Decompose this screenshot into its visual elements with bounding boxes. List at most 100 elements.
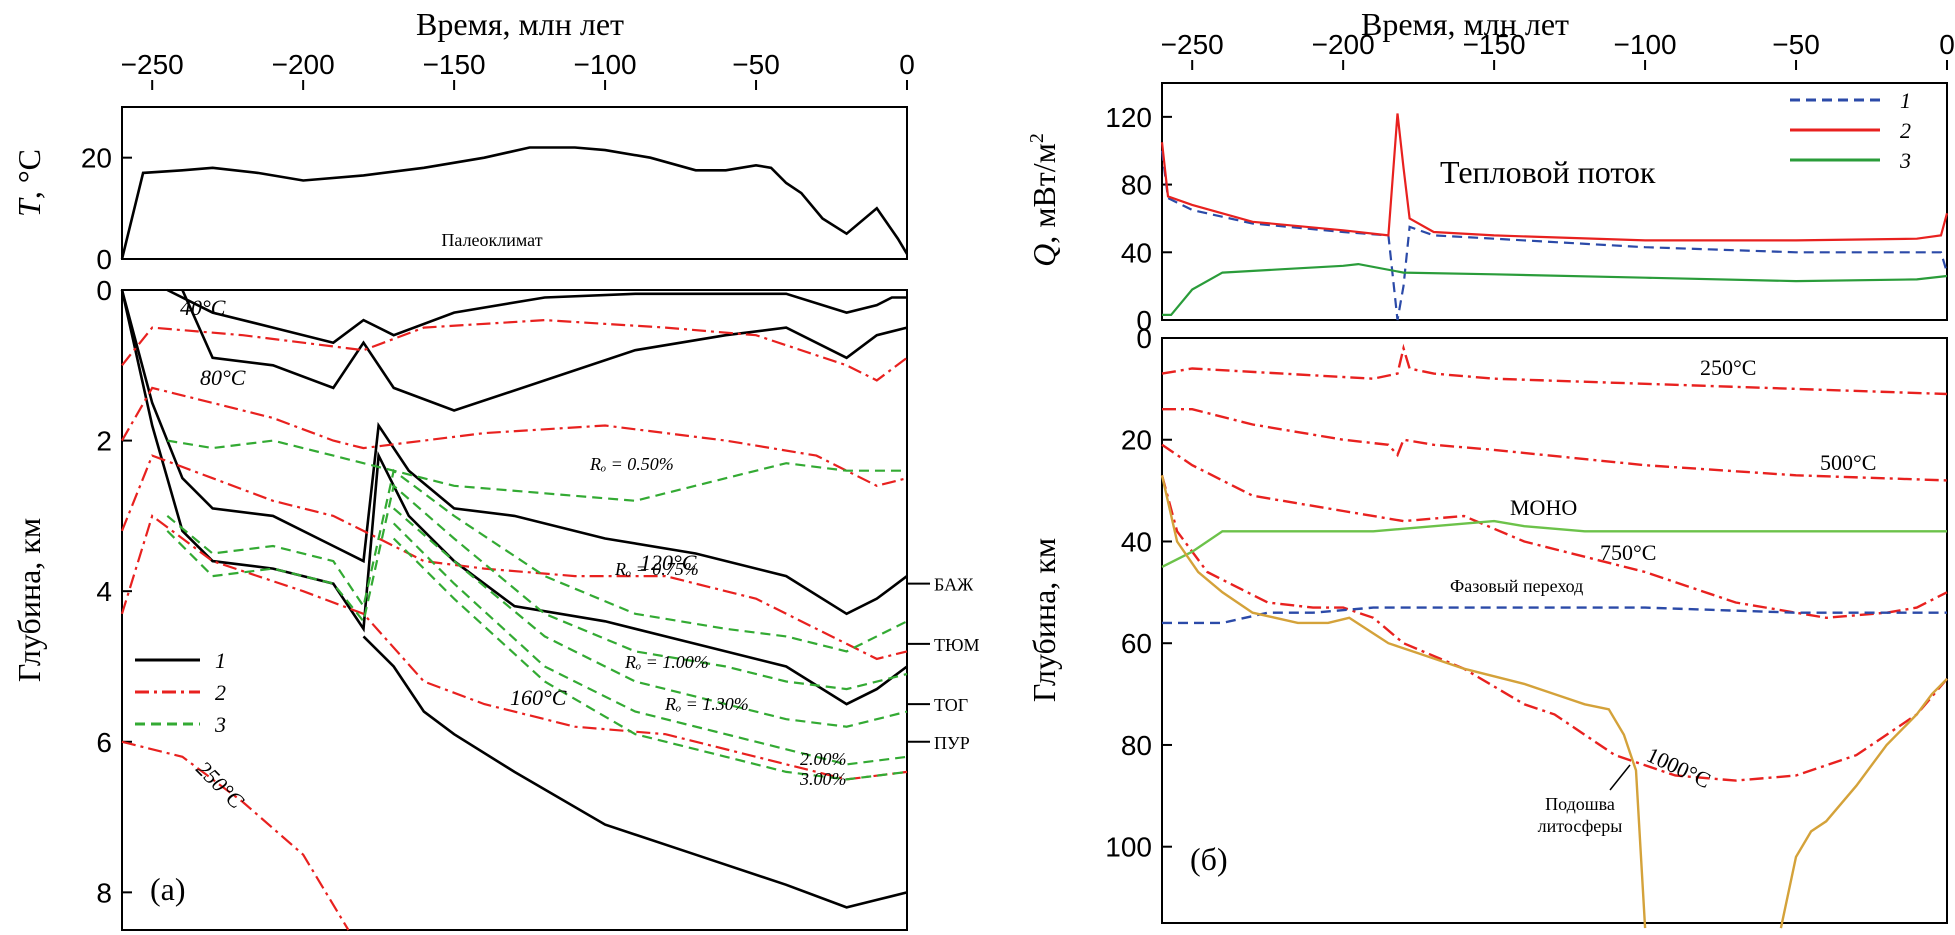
panel-a-series-2-curve-0: [121, 318, 908, 382]
panel-a-annotation: 2.00%: [800, 749, 847, 769]
panel-b-main-ylabel: Глубина, км: [1026, 538, 1062, 702]
panel-b-main-ytick-label: 0: [1136, 323, 1152, 354]
panel-b-main-ytick-label: 80: [1121, 730, 1152, 761]
panel-a-annotation: 40°C: [180, 295, 226, 320]
panel-b-main-ytick-label: 60: [1121, 628, 1152, 659]
panel-a-main-frame: [121, 289, 908, 931]
panel-b-main-ytick-label: 40: [1121, 526, 1152, 557]
panel-b-annotation: 750°C: [1600, 540, 1656, 565]
panel-b-series-1: [1162, 408, 1948, 482]
panel-a-top-title: Время, млн лет: [416, 6, 624, 42]
paleoclimate-label: Палеоклимат: [441, 230, 542, 250]
panel-a-series-2-curve-2: [120, 454, 908, 661]
panel-a-series-1-curve-4: [362, 635, 908, 909]
panel-b-top-ytick-label: 40: [1121, 237, 1152, 268]
legend-label-1: 1: [215, 648, 226, 673]
panel-b-annotation: 1000°C: [1643, 742, 1715, 793]
panel-b-main-frame: [1161, 337, 1948, 924]
legend-label-2: 2: [215, 680, 226, 705]
panel-a-top-ytick-label: 20: [81, 143, 112, 174]
panel-b-series-5: [1162, 606, 1947, 625]
panel-b-main: 0 20 40 60 80 100 Глубина, км 250°C 500°C МОНО 7…: [1026, 323, 1948, 929]
series-2-line-0: [1160, 113, 1949, 242]
panel-a-annotation: Rₒ = 0.75%: [614, 559, 699, 579]
panel-b-top-xtick-label: −100: [1614, 29, 1677, 60]
panel-b-annotation: МОНО: [1510, 495, 1577, 520]
panel-a-top-xtick-label: −200: [272, 49, 335, 80]
panel-a-series-3-curve-0: [167, 439, 907, 502]
panel-a-annotation: 160°C: [510, 685, 567, 710]
panel-b-main-ytick-label: 20: [1121, 425, 1152, 456]
panel-a-series-1-curve-1: [181, 289, 908, 412]
panel-a-annotation: 250°C: [191, 756, 249, 814]
panel-a-top-frame: [121, 106, 908, 260]
panel-b-series-7: [1779, 677, 1948, 929]
panel-a-main: 0 2 4 6 8 Глубина, км 40°C 80°C 120°C 160°C 250°…: [11, 275, 980, 931]
panel-a-main-ytick-label: 4: [96, 576, 112, 607]
panel-a-series-3-curve-2: [166, 483, 908, 691]
panel-b-annotation: 500°C: [1820, 450, 1876, 475]
panel-a-series-3-curve-4: [392, 522, 908, 766]
panel-a-main-ytick-label: 6: [96, 727, 112, 758]
panel-a-annotation: 3.00%: [799, 769, 847, 789]
panel-b-top-xtick-label: −200: [1312, 29, 1375, 60]
panel-a-main-ytick-label: 0: [96, 275, 112, 306]
panel-b-top-title: Время, млн лет: [1361, 6, 1569, 42]
panel-b-top-xtick-label: −50: [1772, 29, 1820, 60]
panel-b-top-frame: [1161, 82, 1948, 321]
panel-a-annotation: 120°C: [640, 550, 697, 575]
panel-b-main-ytick-label: 100: [1105, 832, 1152, 863]
panel-a-top-ylabel: T, °C: [11, 149, 47, 217]
panel-a-top-xtick-label: 0: [899, 49, 915, 80]
panel-b-series-6: [1160, 475, 1647, 929]
panel-a-series-2-curve-3: [120, 514, 908, 781]
panel-a-series-1-curve-2: [120, 289, 908, 616]
panel-a-series-2-curve-1: [121, 386, 908, 487]
panel-a-top-ytick-label: 0: [96, 244, 112, 275]
lithosphere-pointer: [1609, 764, 1631, 791]
panel-b-top-xtick-label: −150: [1463, 29, 1526, 60]
panel-a-annotation: Rₒ = 0.50%: [589, 454, 674, 474]
horizon-label: БАЖ: [934, 575, 974, 595]
panel-a-top-xtick-label: −250: [121, 49, 184, 80]
panel-b-series-3: [1160, 474, 1948, 782]
panel-b-legend: 1 2 3: [1790, 88, 1911, 173]
legend-label-1: 1: [1900, 88, 1911, 113]
legend-label-2: 2: [1900, 118, 1911, 143]
panel-a-series-2-curve-4: [121, 740, 350, 931]
panel-b-annotation: Фазовый переход: [1450, 576, 1583, 596]
panel-b-series-2: [1161, 443, 1948, 620]
panel-b-top-xtick-label: 0: [1939, 29, 1955, 60]
horizon-label: ТОГ: [934, 695, 968, 715]
panel-a-top-xtick-label: −50: [732, 49, 780, 80]
panel-a-top: Время, млн лет −250 −200 −150 −100 −50 0 020 …: [11, 6, 915, 275]
panel-b-top-ytick-label: 80: [1121, 170, 1152, 201]
series-paleoclimate-line-0: [120, 146, 909, 260]
panel-b-top-xtick-label: −250: [1161, 29, 1224, 60]
panel-a-main-ytick-label: 2: [96, 426, 112, 457]
panel-a-annotation: Rₒ = 1.30%: [664, 694, 749, 714]
heat-flow-label: Тепловой поток: [1440, 154, 1656, 190]
panel-a-top-xtick-label: −150: [423, 49, 486, 80]
panel-b-series-0: [1161, 343, 1948, 396]
panel-a-label: (а): [150, 871, 186, 907]
legend-label-3: 3: [214, 712, 226, 737]
panel-a-series-3-curve-1: [166, 468, 908, 653]
panel-b-top: Время, млн лет −250 −200 −150 −100 −50 0 0 40 8…: [1026, 6, 1955, 336]
legend-label-3: 3: [1899, 148, 1911, 173]
horizon-label: ПУР: [934, 733, 970, 753]
panel-a-annotation: 80°C: [200, 365, 246, 390]
panel-a-series-1-curve-0: [166, 288, 907, 345]
panel-a-series-1-curve-3: [120, 289, 908, 706]
horizon-label: ТЮМ: [934, 635, 980, 655]
panel-a-annotation: Rₒ = 1.00%: [624, 652, 709, 672]
lithosphere-base-label: Подошва литосферы: [1538, 794, 1623, 836]
series-1-line-0: [1160, 150, 1949, 321]
series-3-line-0: [1162, 262, 1948, 316]
panel-a-main-ylabel: Глубина, км: [11, 518, 47, 682]
panel-a-legend: 1 2 3: [135, 648, 226, 737]
panel-b-label: (б): [1190, 841, 1228, 877]
panel-a-top-xtick-label: −100: [574, 49, 637, 80]
panel-b-top-ylabel: Q, мВт/м2: [1026, 133, 1062, 267]
